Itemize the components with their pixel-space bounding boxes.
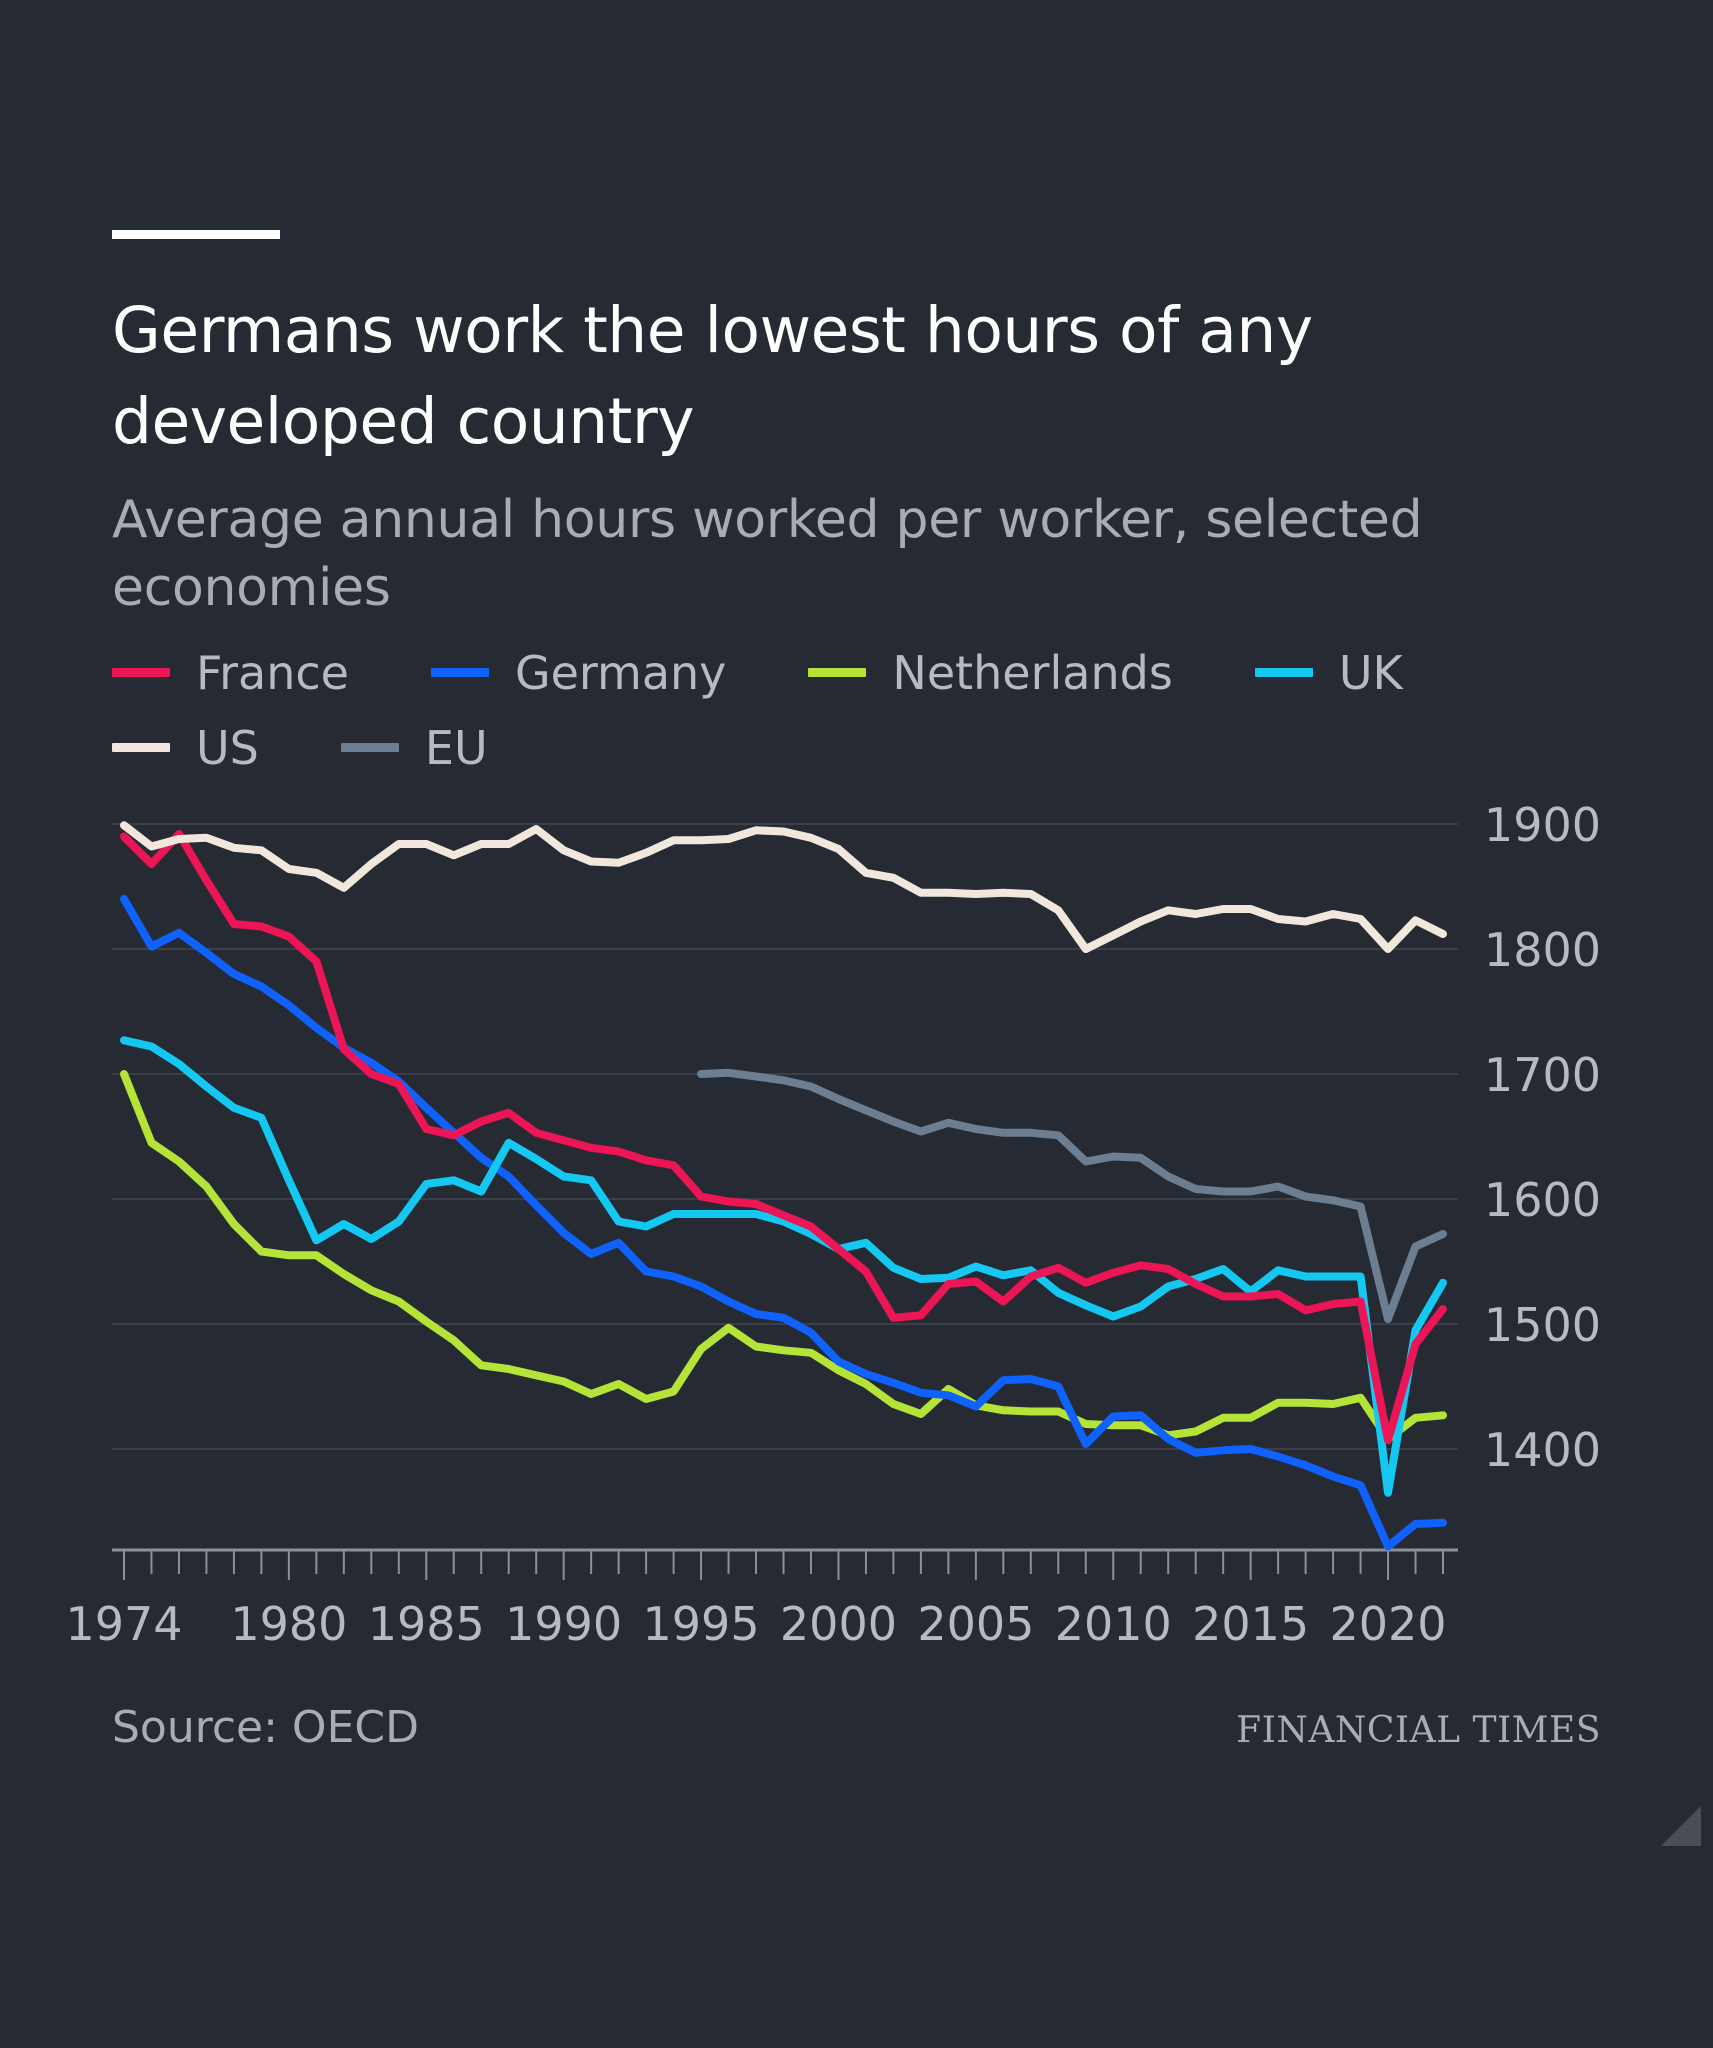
y-tick-label: 1600: [1484, 1173, 1601, 1227]
legend-item-netherlands: Netherlands: [808, 645, 1173, 700]
legend-item-germany: Germany: [430, 645, 727, 700]
legend-label-uk: UK: [1338, 645, 1403, 700]
resize-handle-icon[interactable]: [1661, 1806, 1701, 1846]
legend-swatch-eu: [340, 743, 399, 752]
source-note: Source: OECD: [112, 1702, 419, 1753]
legend-label-germany: Germany: [514, 645, 727, 700]
y-tick-label: 1400: [1484, 1423, 1601, 1477]
y-tick-label: 1900: [1484, 798, 1601, 852]
y-tick-label: 1800: [1484, 923, 1601, 977]
legend: France Germany Netherlands UK US EU: [112, 635, 1512, 785]
legend-item-us: US: [112, 721, 259, 775]
x-tick-label: 1995: [643, 1597, 760, 1651]
x-tick-label: 2000: [780, 1597, 897, 1651]
legend-item-uk: UK: [1254, 645, 1403, 700]
series-line-netherlands: [120, 1070, 1447, 1443]
legend-row: France Germany Netherlands UK: [112, 635, 1512, 710]
chart-subtitle: Average annual hours worked per worker, …: [112, 490, 1423, 618]
series-line-eu: [697, 1068, 1447, 1323]
legend-item-france: France: [112, 646, 349, 700]
legend-swatch-netherlands: [808, 668, 867, 677]
legend-label-eu: EU: [424, 720, 488, 775]
x-tick-label: 1980: [230, 1597, 347, 1651]
series-line-uk: [120, 1036, 1447, 1497]
legend-swatch-uk: [1254, 668, 1313, 677]
legend-swatch-france: [112, 668, 170, 677]
legend-label-netherlands: Netherlands: [892, 645, 1173, 700]
x-tick-label: 2005: [917, 1597, 1034, 1651]
x-tick-label: 1974: [65, 1597, 182, 1651]
x-tick-label: 2010: [1055, 1597, 1172, 1651]
x-tick-label: 1990: [505, 1597, 622, 1651]
x-tick-label: 1985: [368, 1597, 485, 1651]
x-tick-label: 2015: [1192, 1597, 1309, 1651]
y-tick-label: 1700: [1484, 1048, 1601, 1102]
y-tick-label: 1500: [1484, 1298, 1601, 1352]
chart-title: Germans work the lowest hours of any dev…: [112, 294, 1313, 458]
series-line-us: [120, 821, 1447, 953]
legend-label-france: France: [196, 645, 349, 700]
legend-swatch-germany: [430, 668, 489, 677]
legend-swatch-us: [112, 743, 170, 752]
legend-item-eu: EU: [340, 720, 488, 775]
x-tick-label: 2020: [1330, 1597, 1447, 1651]
ft-logo: FINANCIAL TIMES: [1236, 1710, 1601, 1751]
legend-row: US EU: [112, 710, 1512, 785]
legend-label-us: US: [196, 720, 259, 775]
series-line-france: [120, 830, 1447, 1445]
header-rule: [112, 230, 280, 239]
